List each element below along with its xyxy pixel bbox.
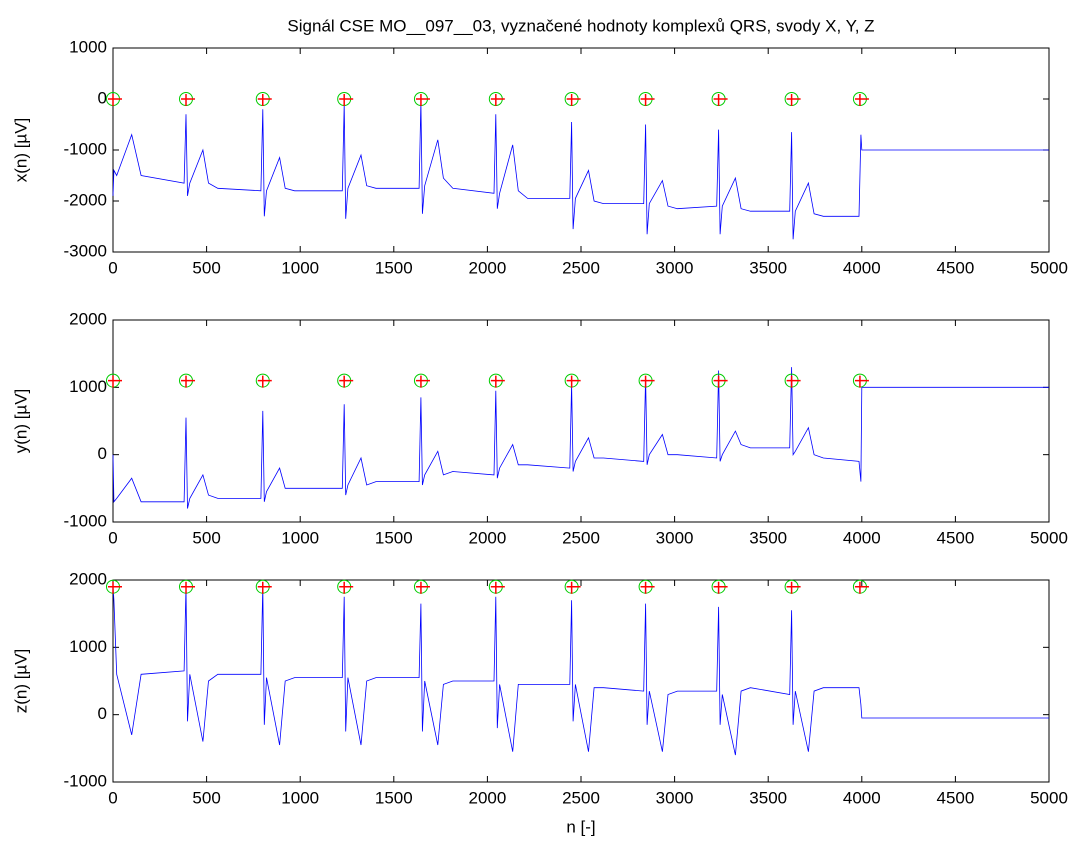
qrs-marker-cross <box>339 375 354 388</box>
qrs-marker-cross <box>640 581 655 594</box>
qrs-marker-cross <box>108 94 122 106</box>
y-axis-label: x(n) [µV] <box>11 118 30 183</box>
x-tick-label: 5000 <box>1030 258 1068 277</box>
x-tick-label: 3000 <box>656 258 694 277</box>
x-tick-label: 2500 <box>562 788 600 807</box>
x-tick-label: 2000 <box>468 528 506 547</box>
x-tick-label: 1000 <box>281 528 319 547</box>
x-tick-label: 4000 <box>843 788 881 807</box>
y-tick-label: 0 <box>98 444 107 463</box>
qrs-marker-cross <box>854 94 869 106</box>
qrs-marker-cross <box>713 581 728 594</box>
qrs-marker-cross <box>339 94 354 106</box>
x-tick-label: 1000 <box>281 258 319 277</box>
signal-line <box>112 586 1049 756</box>
y-axis-label: z(n) [µV] <box>11 649 30 714</box>
y-tick-label: 1000 <box>69 377 107 396</box>
qrs-marker-cross <box>108 581 122 594</box>
x-tick-label: 500 <box>192 788 220 807</box>
x-tick-label: 500 <box>192 528 220 547</box>
y-tick-label: 1000 <box>69 37 107 56</box>
x-tick-label: 2500 <box>562 528 600 547</box>
qrs-marker-cross <box>713 94 728 106</box>
x-tick-label: 3500 <box>749 528 787 547</box>
qrs-marker-cross <box>257 375 272 388</box>
y-tick-label: -1000 <box>64 511 107 530</box>
signal-line <box>112 367 1049 509</box>
qrs-marker-cross <box>566 375 581 388</box>
qrs-marker-cross <box>339 581 354 594</box>
qrs-marker-cross <box>415 375 430 388</box>
x-tick-label: 3500 <box>749 788 787 807</box>
x-tick-label: 2000 <box>468 788 506 807</box>
signal-line <box>112 101 1049 240</box>
x-tick-label: 0 <box>108 788 117 807</box>
qrs-marker-cross <box>181 581 196 594</box>
x-tick-label: 5000 <box>1030 528 1068 547</box>
x-tick-label: 1500 <box>375 258 413 277</box>
qrs-marker-cross <box>566 94 581 106</box>
y-axis-label: y(n) [µV] <box>11 389 30 454</box>
qrs-marker-cross <box>854 581 869 594</box>
y-tick-label: -2000 <box>64 190 107 209</box>
y-tick-label: -1000 <box>64 139 107 158</box>
x-tick-label: 5000 <box>1030 788 1068 807</box>
x-tick-label: 3000 <box>656 528 694 547</box>
y-tick-label: -1000 <box>64 771 107 790</box>
x-tick-label: 4000 <box>843 258 881 277</box>
qrs-marker-cross <box>490 94 505 106</box>
x-tick-label: 1500 <box>375 788 413 807</box>
x-tick-label: 4500 <box>936 528 974 547</box>
y-tick-label: -3000 <box>64 241 107 260</box>
x-tick-label: 4000 <box>843 528 881 547</box>
x-tick-label: 500 <box>192 258 220 277</box>
x-tick-label: 2500 <box>562 258 600 277</box>
x-tick-label: 0 <box>108 258 117 277</box>
qrs-marker-cross <box>415 581 430 594</box>
qrs-marker-cross <box>640 94 655 106</box>
qrs-marker-cross <box>713 375 728 388</box>
y-tick-label: 1000 <box>69 637 107 656</box>
plot-frame <box>112 319 1050 523</box>
y-tick-label: 0 <box>98 88 107 107</box>
qrs-marker-cross <box>181 94 196 106</box>
x-tick-label: 3000 <box>656 788 694 807</box>
y-tick-label: 2000 <box>69 569 107 588</box>
x-tick-label: 2000 <box>468 258 506 277</box>
plot-frame <box>112 579 1050 783</box>
x-tick-label: 4500 <box>936 788 974 807</box>
qrs-marker-cross <box>640 375 655 388</box>
y-tick-label: 2000 <box>69 309 107 328</box>
y-tick-label: 0 <box>98 704 107 723</box>
qrs-marker-cross <box>490 581 505 594</box>
chart-title: Signál CSE MO__097__03, vyznačené hodnot… <box>287 16 874 35</box>
qrs-marker-cross <box>786 581 801 594</box>
qrs-marker-cross <box>786 375 801 388</box>
qrs-marker-cross <box>181 375 196 388</box>
qrs-marker-cross <box>490 375 505 388</box>
qrs-marker-cross <box>566 581 581 594</box>
qrs-marker-cross <box>257 94 272 106</box>
x-tick-label: 3500 <box>749 258 787 277</box>
x-tick-label: 1000 <box>281 788 319 807</box>
qrs-marker-cross <box>786 94 801 106</box>
qrs-marker-cross <box>854 375 869 388</box>
qrs-marker-cross <box>257 581 272 594</box>
qrs-marker-cross <box>108 375 122 388</box>
x-tick-label: 0 <box>108 528 117 547</box>
x-tick-label: 4500 <box>936 258 974 277</box>
x-axis-label: n [-] <box>566 817 595 836</box>
x-tick-label: 1500 <box>375 528 413 547</box>
qrs-marker-cross <box>415 94 430 106</box>
